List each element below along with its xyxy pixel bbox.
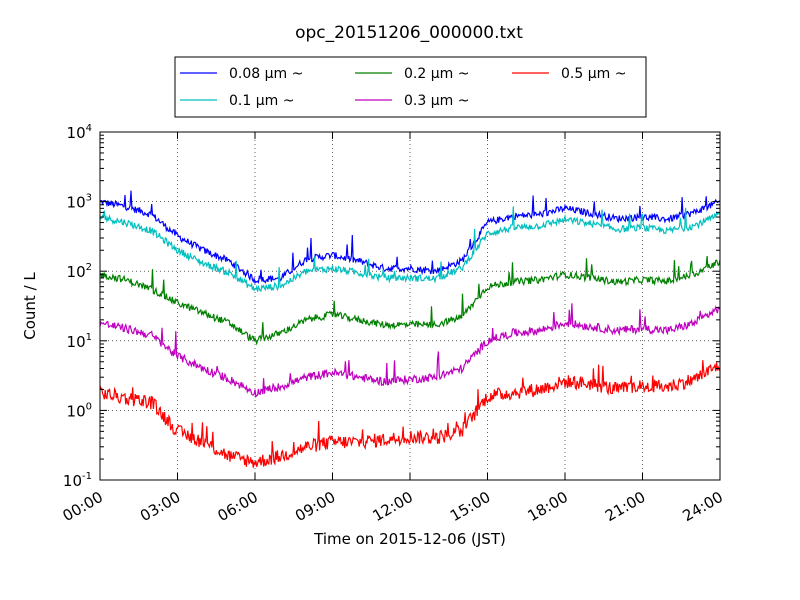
y-axis-label: Count / L: [21, 272, 39, 340]
x-tick-label: 00:00: [60, 488, 106, 525]
plot-frame: [99, 131, 721, 481]
x-tick-label: 12:00: [370, 488, 416, 525]
legend-label: 0.3 μm ~: [404, 93, 469, 109]
grid: [100, 132, 720, 480]
plot-background: [100, 132, 720, 480]
legend: 0.08 μm ~ 0.1 μm ~ 0.2 μm ~ 0.3 μm ~ 0.5 μm …: [174, 56, 647, 118]
y-tick-exponent: -1: [82, 471, 92, 482]
y-tick-base: 10: [67, 402, 86, 420]
y-tick-exponent: 2: [86, 262, 92, 273]
y-tick-base: 10: [63, 472, 82, 490]
y-tick-base: 10: [67, 194, 86, 212]
legend-label: 0.5 μm ~: [561, 66, 626, 82]
y-tick-base: 10: [67, 263, 86, 281]
legend-frame: [174, 56, 647, 118]
series-line: [99, 190, 721, 285]
legend-label: 0.08 μm ~: [229, 66, 303, 82]
x-tick-label: 24:00: [680, 488, 726, 525]
x-tick-labels: 00:00 03:00 06:00 09:00 12:00 15:00 18:00 21:00…: [60, 488, 726, 525]
x-tick-label: 21:00: [602, 488, 648, 525]
series-line: [99, 256, 721, 346]
y-tick-base: 10: [67, 124, 86, 142]
series-line: [99, 303, 721, 399]
legend-label: 0.1 μm ~: [229, 93, 294, 109]
series-layer: [99, 190, 721, 468]
y-tick-label: 102: [67, 262, 92, 281]
y-tick-base: 10: [67, 333, 86, 351]
x-axis-label: Time on 2015-12-06 (JST): [313, 530, 506, 548]
series-line: [99, 360, 721, 468]
y-tick-label: 10-1: [63, 471, 92, 490]
y-tick-label: 100: [67, 401, 92, 420]
y-tick-exponent: 1: [86, 332, 92, 343]
x-tick-label: 09:00: [292, 488, 338, 525]
chart-title: opc_20151206_000000.txt: [295, 23, 523, 43]
x-tick-label: 06:00: [215, 488, 261, 525]
y-tick-exponent: 0: [86, 401, 92, 412]
y-tick-label: 103: [67, 193, 92, 212]
x-tick-label: 15:00: [447, 488, 493, 525]
legend-label: 0.2 μm ~: [404, 66, 469, 82]
x-tick-label: 03:00: [137, 488, 183, 525]
y-tick-label: 104: [67, 123, 92, 142]
y-tick-exponent: 4: [86, 123, 92, 134]
x-tick-label: 18:00: [525, 488, 571, 525]
series-line: [99, 206, 721, 292]
y-tick-exponent: 3: [86, 193, 92, 204]
y-tick-label: 101: [67, 332, 92, 351]
